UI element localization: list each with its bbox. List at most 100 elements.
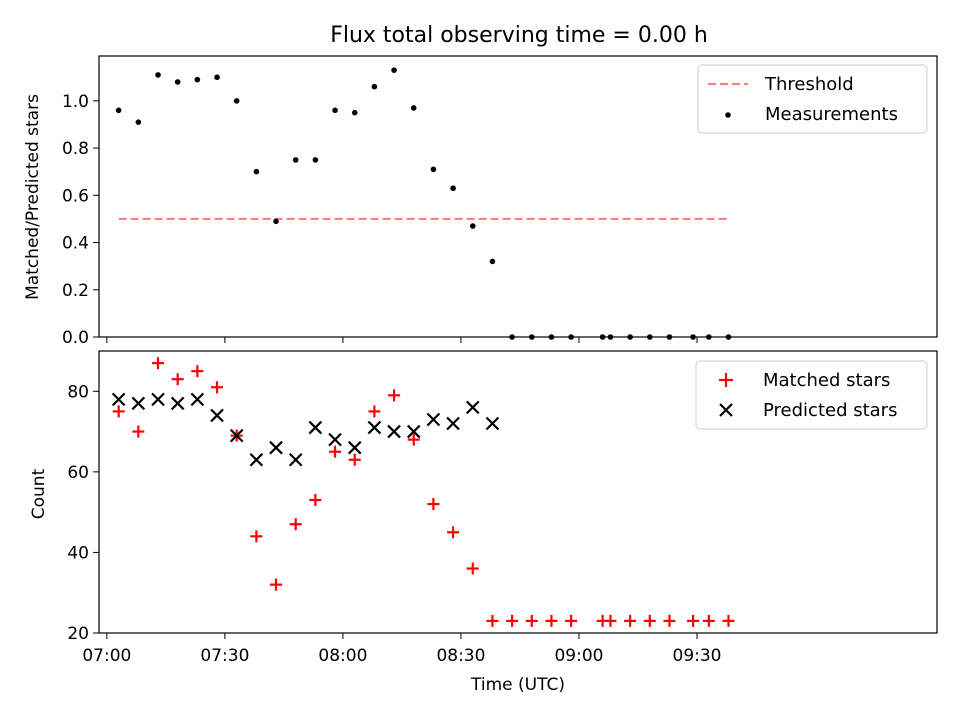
matched-star-point xyxy=(624,614,637,627)
predicted-star-point xyxy=(308,420,323,435)
matched-star-point xyxy=(486,614,499,627)
matched-star-point xyxy=(348,453,361,466)
legend-label-predicted: Predicted stars xyxy=(763,400,897,421)
matched-star-point xyxy=(604,614,617,627)
top-y-tick-label: 1.0 xyxy=(62,92,89,112)
measurement-point xyxy=(450,185,456,192)
bottom-x-ticks: 07:00 07:30 08:00 08:30 09:00 09:30 xyxy=(82,633,722,666)
bottom-plot-marks xyxy=(111,357,735,627)
matched-star-point xyxy=(427,498,440,511)
bottom-y-tick-label: 40 xyxy=(67,543,89,563)
predicted-star-point xyxy=(269,440,283,455)
predicted-star-point xyxy=(151,392,165,407)
matched-legend-swatch xyxy=(719,373,733,387)
measurement-point xyxy=(174,79,181,85)
measurement-point xyxy=(194,76,201,83)
x-axis-label: Time (UTC) xyxy=(470,675,565,695)
bottom-y-tick-label: 20 xyxy=(67,624,89,644)
predicted-star-point xyxy=(170,396,185,411)
top-y-tick-label: 0.6 xyxy=(62,186,89,206)
x-tick-label: 07:30 xyxy=(200,646,249,666)
bottom-y-ticks: 20 40 60 80 xyxy=(67,382,99,644)
measurement-point xyxy=(410,105,417,111)
bottom-axes-frame xyxy=(98,350,938,634)
matched-star-point xyxy=(545,614,558,627)
bottom-legend: Matched stars Predicted stars xyxy=(695,360,928,430)
matched-star-point xyxy=(565,614,578,627)
matched-star-point xyxy=(388,389,401,402)
measurement-point xyxy=(371,83,378,90)
matched-star-point xyxy=(663,614,676,627)
predicted-star-point xyxy=(229,428,244,443)
measurement-point xyxy=(115,107,122,114)
matched-star-point xyxy=(506,614,519,627)
predicted-star-point xyxy=(406,424,421,439)
predicted-star-point xyxy=(249,452,264,467)
measurement-point xyxy=(469,223,476,229)
top-y-tick-label: 0.2 xyxy=(62,281,89,301)
predicted-star-point xyxy=(485,416,500,431)
predicted-star-point xyxy=(347,440,362,455)
measurement-point xyxy=(312,157,319,163)
measurement-point xyxy=(489,258,496,265)
matched-star-point xyxy=(112,405,125,418)
top-y-tick-label: 0.8 xyxy=(62,139,89,159)
matched-star-point xyxy=(132,425,145,438)
measurement-point xyxy=(391,67,397,73)
predicted-star-point xyxy=(111,392,126,407)
top-legend: Threshold Measurements xyxy=(697,64,928,134)
top-y-ticks: 0.0 0.2 0.4 0.6 0.8 1.0 xyxy=(62,92,99,348)
matched-star-point xyxy=(250,530,263,543)
measurement-point xyxy=(233,98,240,104)
x-tick-label: 08:00 xyxy=(318,646,367,666)
top-legend-box xyxy=(697,64,928,134)
matched-star-point xyxy=(687,614,700,627)
x-tick-label: 08:30 xyxy=(436,646,485,666)
bottom-y-tick-label: 60 xyxy=(67,463,89,483)
matched-star-point xyxy=(309,494,322,507)
measurement-point xyxy=(253,168,260,175)
predicted-star-point xyxy=(210,408,224,423)
matched-star-point xyxy=(525,614,538,627)
x-tick-label: 09:30 xyxy=(673,646,722,666)
measurement-point xyxy=(214,74,220,81)
matched-star-point xyxy=(702,614,715,627)
measurement-point xyxy=(332,107,338,114)
measurements-legend-swatch xyxy=(725,112,731,118)
predicted-legend-swatch xyxy=(719,403,733,417)
matched-star-point xyxy=(643,614,656,627)
predicted-star-point xyxy=(367,420,382,435)
predicted-star-point xyxy=(131,396,146,411)
top-y-tick-label: 0.0 xyxy=(62,328,89,348)
matched-star-point xyxy=(447,526,460,539)
top-x-ticks xyxy=(106,337,698,343)
matched-star-point xyxy=(152,357,165,370)
legend-label-measurements: Measurements xyxy=(765,104,898,125)
measurement-point xyxy=(430,166,437,173)
measurement-point xyxy=(135,119,142,125)
measurement-point xyxy=(292,157,299,163)
measurement-point xyxy=(273,218,279,225)
predicted-star-point xyxy=(446,416,460,431)
predicted-star-point xyxy=(426,412,441,427)
matched-star-point xyxy=(329,445,342,458)
top-axes-frame xyxy=(98,55,938,338)
matched-star-point xyxy=(191,365,204,378)
matched-star-point xyxy=(289,518,302,531)
chart-title: Flux total observing time = 0.00 h xyxy=(330,23,708,48)
matched-star-point xyxy=(466,562,479,575)
bottom-y-tick-label: 80 xyxy=(67,382,89,402)
matched-star-point xyxy=(407,433,420,446)
measurement-point xyxy=(351,109,358,116)
measurement-point xyxy=(155,72,161,78)
top-y-tick-label: 0.4 xyxy=(62,234,89,254)
legend-label-threshold: Threshold xyxy=(764,74,854,95)
legend-label-matched: Matched stars xyxy=(763,370,890,391)
predicted-star-point xyxy=(288,452,303,467)
matched-star-point xyxy=(270,578,283,591)
top-plot-marks xyxy=(115,67,732,340)
matched-star-point xyxy=(722,614,735,627)
x-tick-label: 07:00 xyxy=(82,646,131,666)
